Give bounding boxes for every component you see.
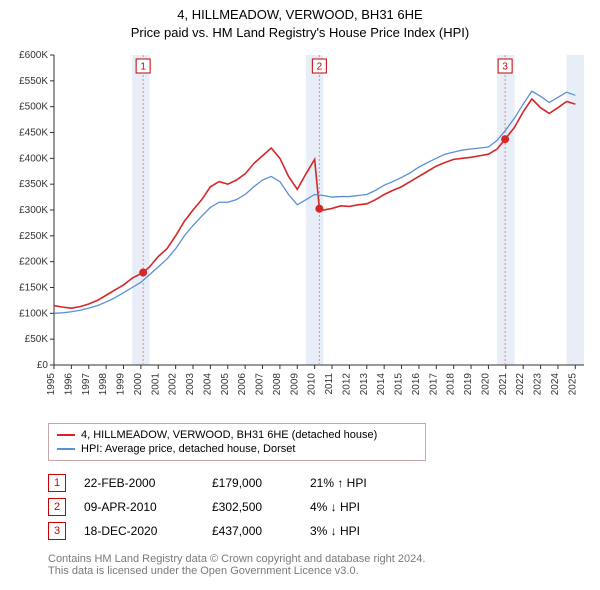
svg-text:2020: 2020	[480, 373, 491, 396]
chart: £0 £50K £100K £150K £200K £250K £300K £350K £400…	[8, 47, 588, 417]
footnote-line2: This data is licensed under the Open Gov…	[48, 565, 592, 577]
svg-text:1998: 1998	[98, 373, 109, 396]
svg-text:2014: 2014	[376, 373, 387, 396]
footnote-line1: Contains HM Land Registry data © Crown c…	[48, 553, 592, 565]
event-row: 2 09-APR-2010 £302,500 4% ↓ HPI	[48, 495, 592, 519]
chart-title: 4, HILLMEADOW, VERWOOD, BH31 6HE Price p…	[8, 6, 592, 41]
svg-text:£0: £0	[37, 360, 49, 371]
chart-svg: £0 £50K £100K £150K £200K £250K £300K £350K £400…	[8, 47, 588, 417]
svg-text:2000: 2000	[133, 373, 144, 396]
legend-label: HPI: Average price, detached house, Dors…	[81, 443, 295, 455]
svg-text:2: 2	[317, 62, 323, 73]
svg-text:£250K: £250K	[19, 231, 48, 242]
event-badge: 3	[48, 522, 66, 540]
svg-text:2009: 2009	[289, 373, 300, 396]
svg-text:2011: 2011	[324, 373, 335, 395]
event-hpi: 21% ↑ HPI	[310, 476, 410, 490]
svg-text:£350K: £350K	[19, 179, 48, 190]
legend-swatch	[57, 448, 75, 450]
legend-swatch	[57, 434, 75, 436]
svg-text:2004: 2004	[202, 373, 213, 396]
svg-text:2019: 2019	[463, 373, 474, 396]
svg-text:3: 3	[502, 62, 508, 73]
event-hpi: 4% ↓ HPI	[310, 500, 410, 514]
svg-text:2002: 2002	[168, 373, 179, 396]
svg-text:1997: 1997	[81, 373, 92, 396]
event-price: £302,500	[212, 500, 292, 514]
event-date: 22-FEB-2000	[84, 476, 194, 490]
svg-text:1: 1	[140, 62, 146, 73]
title-line2: Price paid vs. HM Land Registry's House …	[8, 24, 592, 42]
svg-text:£550K: £550K	[19, 76, 48, 87]
svg-text:2005: 2005	[220, 373, 231, 396]
svg-text:£400K: £400K	[19, 153, 48, 164]
svg-text:2006: 2006	[237, 373, 248, 396]
svg-text:£200K: £200K	[19, 257, 48, 268]
svg-text:2003: 2003	[185, 373, 196, 396]
svg-text:1995: 1995	[46, 373, 57, 396]
event-date: 18-DEC-2020	[84, 524, 194, 538]
svg-text:2025: 2025	[567, 373, 578, 396]
svg-text:2024: 2024	[550, 373, 561, 396]
svg-text:1996: 1996	[63, 373, 74, 396]
legend: 4, HILLMEADOW, VERWOOD, BH31 6HE (detach…	[48, 423, 426, 461]
svg-text:2010: 2010	[307, 373, 318, 396]
svg-text:2007: 2007	[255, 373, 266, 396]
svg-text:£450K: £450K	[19, 128, 48, 139]
svg-text:£600K: £600K	[19, 50, 48, 61]
legend-item: HPI: Average price, detached house, Dors…	[57, 442, 417, 456]
title-line1: 4, HILLMEADOW, VERWOOD, BH31 6HE	[8, 6, 592, 24]
svg-text:£300K: £300K	[19, 205, 48, 216]
event-price: £437,000	[212, 524, 292, 538]
svg-text:£150K: £150K	[19, 283, 48, 294]
event-hpi: 3% ↓ HPI	[310, 524, 410, 538]
event-row: 1 22-FEB-2000 £179,000 21% ↑ HPI	[48, 471, 592, 495]
svg-text:2022: 2022	[515, 373, 526, 396]
svg-text:£500K: £500K	[19, 102, 48, 113]
events-table: 1 22-FEB-2000 £179,000 21% ↑ HPI 2 09-APR-201…	[48, 471, 592, 543]
svg-text:2001: 2001	[150, 373, 161, 396]
svg-text:2012: 2012	[341, 373, 352, 396]
svg-text:£50K: £50K	[25, 334, 49, 345]
svg-text:2016: 2016	[411, 373, 422, 396]
svg-text:2015: 2015	[394, 373, 405, 396]
svg-text:£100K: £100K	[19, 308, 48, 319]
legend-label: 4, HILLMEADOW, VERWOOD, BH31 6HE (detach…	[81, 429, 377, 441]
legend-item: 4, HILLMEADOW, VERWOOD, BH31 6HE (detach…	[57, 428, 417, 442]
event-price: £179,000	[212, 476, 292, 490]
event-row: 3 18-DEC-2020 £437,000 3% ↓ HPI	[48, 519, 592, 543]
svg-text:1999: 1999	[116, 373, 127, 396]
event-date: 09-APR-2010	[84, 500, 194, 514]
svg-text:2013: 2013	[359, 373, 370, 396]
svg-text:2008: 2008	[272, 373, 283, 396]
footnote: Contains HM Land Registry data © Crown c…	[48, 553, 592, 577]
event-badge: 2	[48, 498, 66, 516]
svg-text:2017: 2017	[428, 373, 439, 396]
event-badge: 1	[48, 474, 66, 492]
svg-text:2021: 2021	[498, 373, 509, 396]
svg-text:2018: 2018	[446, 373, 457, 396]
svg-text:2023: 2023	[533, 373, 544, 396]
